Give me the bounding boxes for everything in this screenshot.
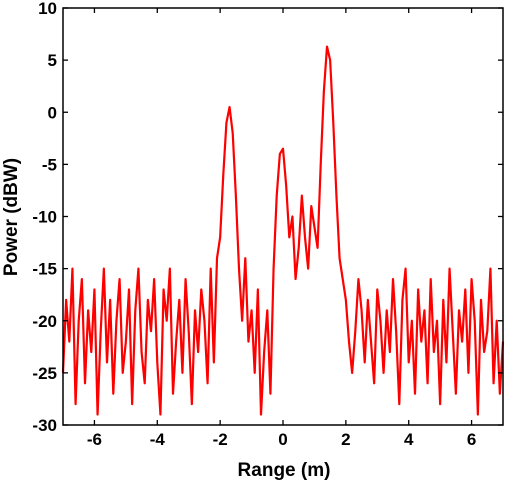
y-tick-label: -15: [32, 260, 57, 279]
y-tick-label: -30: [32, 416, 57, 435]
x-tick-label: -4: [150, 430, 166, 449]
x-tick-label: 6: [467, 430, 476, 449]
y-tick-label: 10: [38, 0, 57, 18]
x-tick-label: 2: [341, 430, 350, 449]
y-tick-label: -5: [42, 155, 57, 174]
y-tick-label: -25: [32, 364, 57, 383]
x-axis-label: Range (m): [238, 460, 331, 481]
y-tick-label: -20: [32, 312, 57, 331]
x-tick-label: -2: [213, 430, 228, 449]
y-tick-label: 5: [48, 51, 57, 70]
x-tick-label: -6: [87, 430, 102, 449]
plot-area: [61, 45, 505, 416]
x-tick-label: 0: [278, 430, 287, 449]
y-axis-label: Power (dBW): [1, 158, 22, 276]
axes-box: [62, 7, 504, 426]
axis-labels: Range (m) Power (dBW): [1, 158, 330, 481]
y-tick-label: -10: [32, 208, 57, 227]
y-tick-label: 0: [48, 103, 57, 122]
x-tick-label: 4: [404, 430, 414, 449]
series-line-0: [61, 45, 505, 416]
